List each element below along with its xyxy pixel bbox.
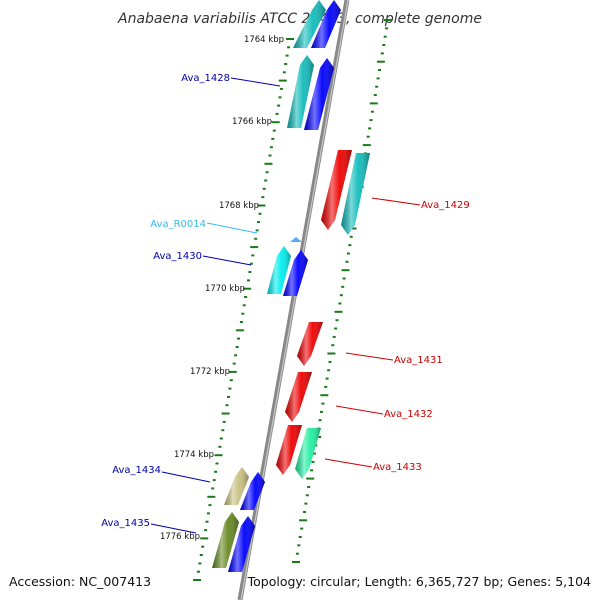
tick-label-1768: 1768 kbp	[219, 201, 259, 211]
leader-ava-1430	[202, 255, 252, 266]
map-title: Anabaena variabilis ATCC 29413, complete…	[117, 11, 482, 27]
gene-label-ava-1434[interactable]: Ava_1434	[112, 465, 161, 476]
leader-ava-1431	[345, 352, 394, 361]
tick-label-1772: 1772 kbp	[190, 367, 230, 377]
feature-ava-1433-outer-shading	[295, 428, 321, 479]
feature-ava-1429-inner-shading	[321, 150, 352, 230]
gene-label-ava-1430[interactable]: Ava_1430	[153, 251, 202, 262]
feature-ava-1434-outer-shading	[224, 467, 249, 505]
leader-ava-r0014	[206, 222, 258, 234]
feature-ava-1431-shading	[297, 322, 323, 366]
gene-features	[212, 0, 370, 572]
leader-lines	[150, 77, 421, 534]
leader-ava-1434	[161, 471, 211, 483]
tick-ring-outer	[292, 19, 392, 563]
tick-label-1774: 1774 kbp	[174, 450, 214, 460]
leader-ava-1433	[324, 458, 373, 468]
feature-ava-1430-outer-shading	[267, 246, 291, 294]
gene-label-ava-1433[interactable]: Ava_1433	[373, 462, 422, 473]
gene-labels: Ava_1428 Ava_1429 Ava_R0014 Ava_1430 Ava…	[101, 73, 470, 529]
tick-ring-inner	[193, 38, 294, 581]
feature-ava-1434-inner-shading	[240, 472, 265, 510]
leader-ava-1429	[371, 197, 421, 206]
feature-ava-1435-inner-shading	[228, 516, 255, 572]
accession-text: Accession: NC_007413	[9, 574, 151, 589]
feature-ava-1428-outer-shading	[287, 55, 314, 128]
tick-label-1764: 1764 kbp	[244, 35, 284, 45]
gene-label-ava-r0014[interactable]: Ava_R0014	[150, 219, 206, 230]
feature-ava-1427-outer-shading	[293, 0, 326, 48]
feature-ava-1432-shading	[285, 372, 312, 422]
tick-labels: 1764 kbp 1766 kbp 1768 kbp 1770 kbp 1772…	[160, 35, 284, 542]
leader-ava-1435	[150, 523, 197, 534]
feature-ava-1430-inner-shading	[283, 250, 308, 296]
gene-label-ava-1429[interactable]: Ava_1429	[421, 200, 470, 211]
feature-ava-1433-inner-shading	[276, 425, 302, 475]
gene-label-ava-1432[interactable]: Ava_1432	[384, 409, 433, 420]
feature-ava-1427-inner-shading	[311, 0, 341, 48]
tick-label-1770: 1770 kbp	[205, 284, 245, 294]
feature-ava-1435-outer-shading	[212, 512, 239, 568]
tick-label-1776: 1776 kbp	[160, 532, 200, 542]
leader-ava-1432	[335, 405, 384, 415]
genome-summary-text: Topology: circular; Length: 6,365,727 bp…	[247, 574, 591, 589]
genome-backbone-highlight	[240, 0, 349, 600]
leader-ava-1428	[230, 77, 281, 87]
gene-label-ava-1435[interactable]: Ava_1435	[101, 518, 150, 529]
tick-label-1766: 1766 kbp	[232, 117, 272, 127]
feature-ava-1428-inner-shading	[304, 58, 334, 130]
feature-ava-1429-outer-shading	[341, 153, 370, 235]
gene-label-ava-1428[interactable]: Ava_1428	[181, 73, 230, 84]
genome-backbone	[237, 0, 350, 600]
feature-ava-r0014[interactable]	[290, 237, 302, 242]
gene-label-ava-1431[interactable]: Ava_1431	[394, 355, 443, 366]
